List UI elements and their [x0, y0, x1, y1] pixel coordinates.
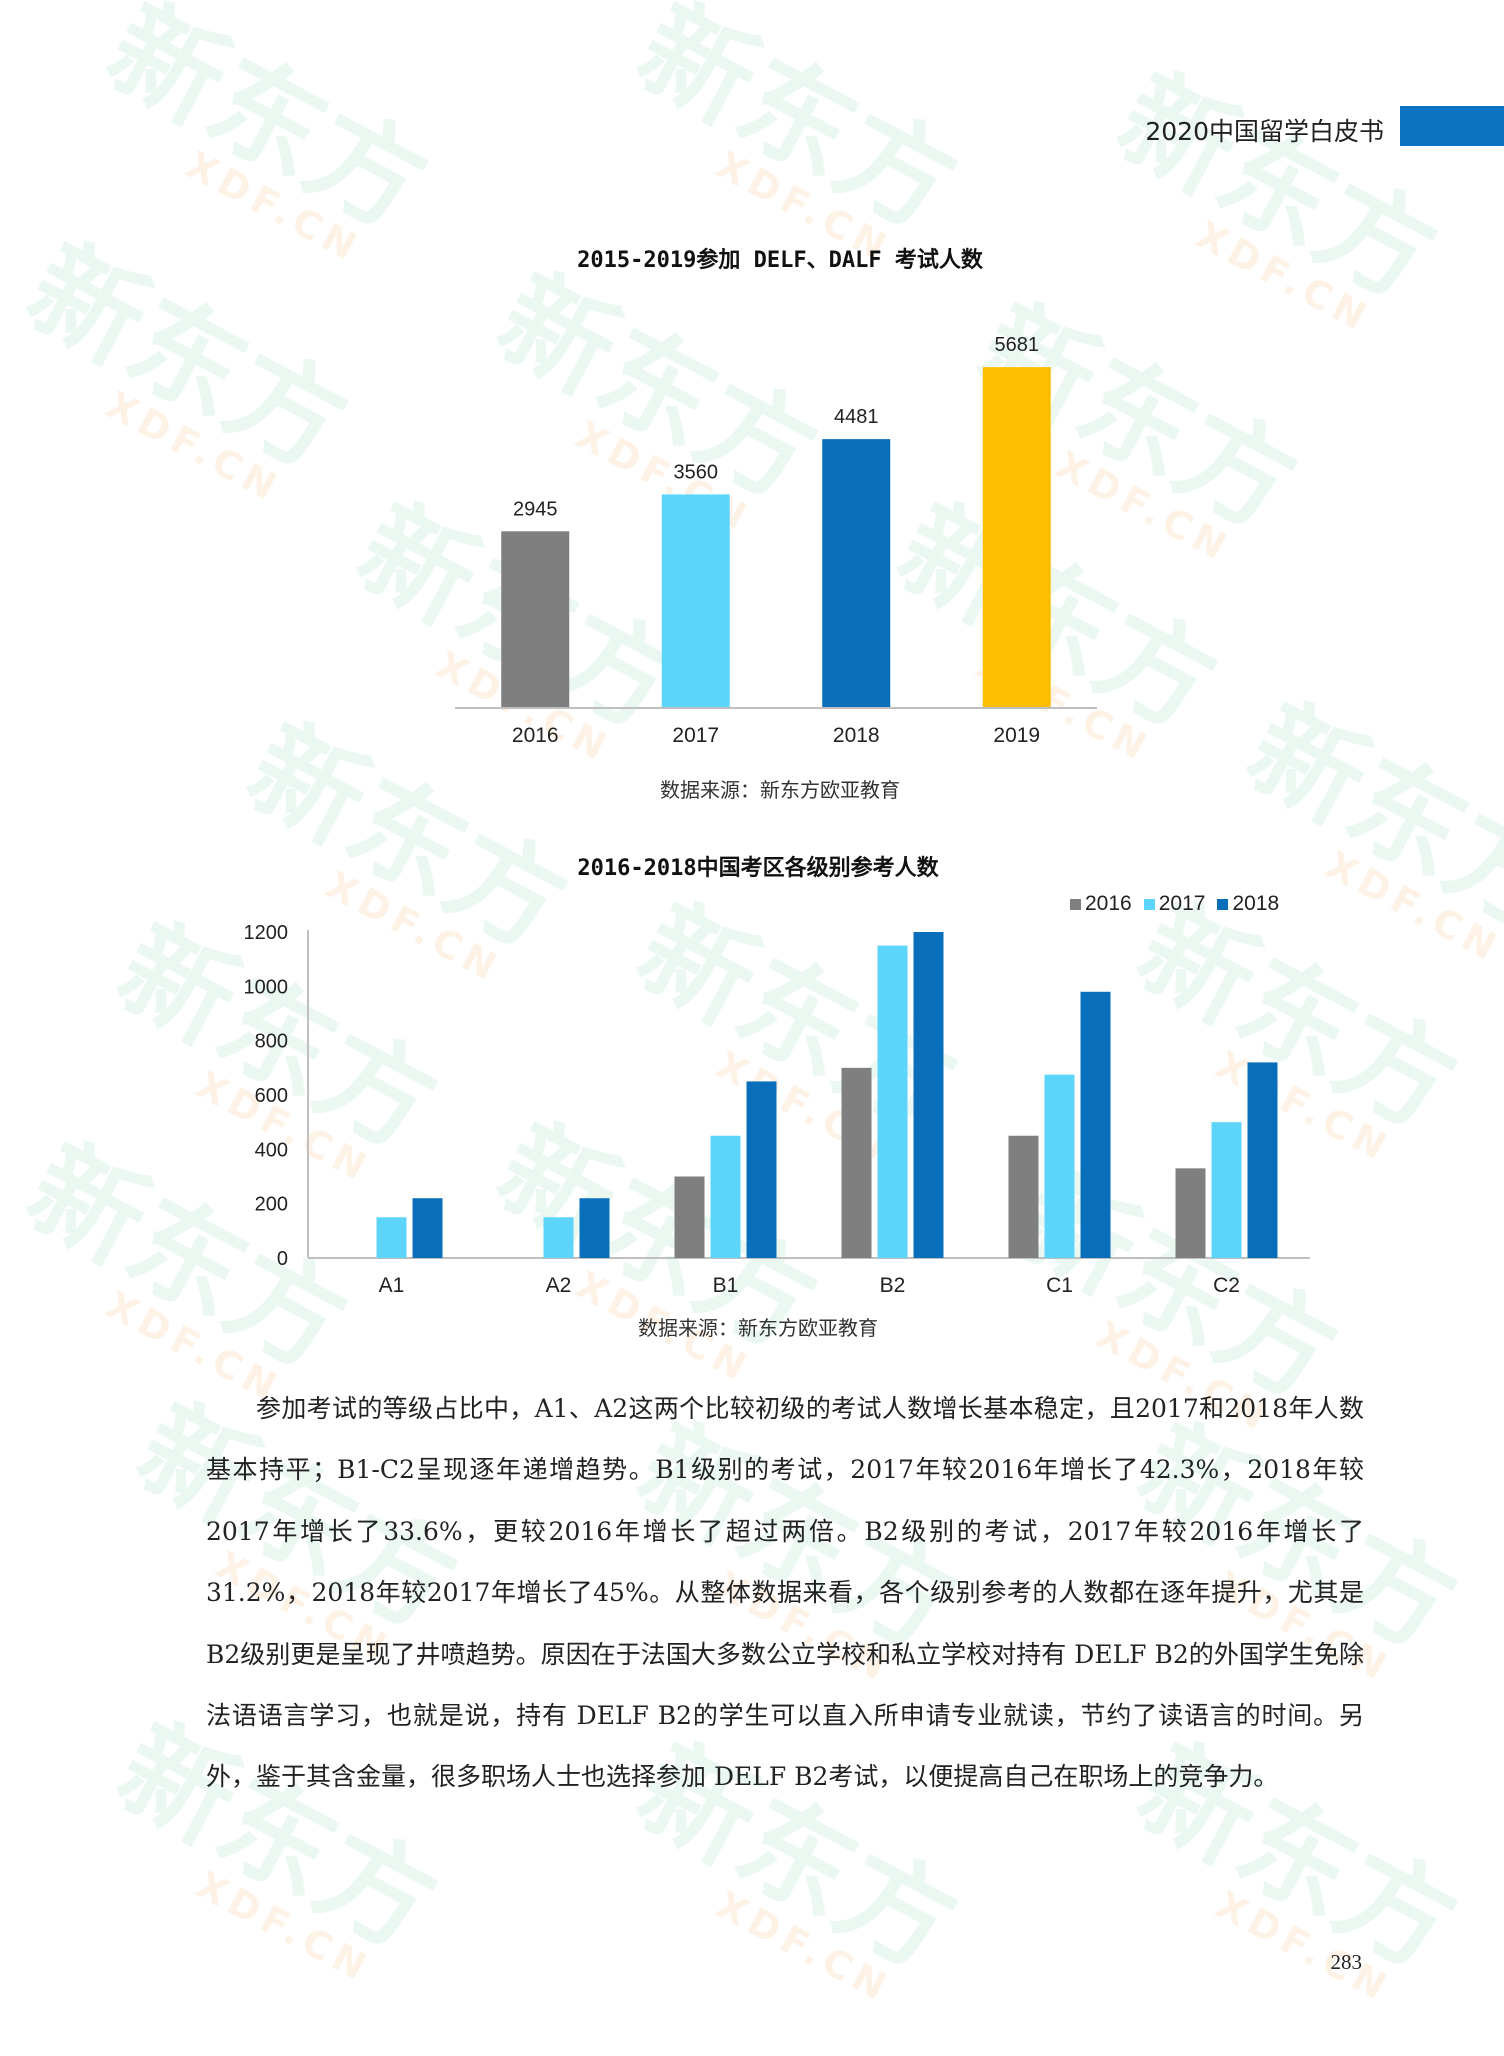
chart-source: 数据来源：新东方欧亚教育	[638, 1316, 878, 1340]
x-tick-label: A1	[379, 1274, 405, 1297]
chart-legend: 2016 2017 2018	[1070, 892, 1279, 916]
y-tick-label: 1200	[244, 922, 289, 944]
bar-B2-2017	[877, 945, 908, 1258]
y-tick-label: 1000	[244, 976, 289, 998]
legend-item: 2017	[1143, 892, 1206, 916]
x-tick-label: 2018	[833, 724, 880, 747]
legend-label: 2016	[1085, 892, 1132, 915]
x-tick-label: 2017	[672, 724, 719, 747]
bar-B2-2016	[841, 1067, 872, 1258]
legend-swatch	[1143, 898, 1155, 910]
y-tick-label: 200	[255, 1194, 288, 1216]
y-tick-label: 0	[277, 1248, 288, 1270]
bar-2018	[822, 439, 891, 708]
data-label: 4481	[834, 406, 879, 428]
chart-title: 2016-2018中国考区各级别参考人数	[577, 856, 939, 881]
legend-label: 2017	[1158, 892, 1206, 915]
x-tick-label: 2016	[512, 724, 559, 747]
data-label: 2945	[513, 498, 558, 520]
bar-C2-2016	[1175, 1168, 1206, 1258]
body-text: 参加考试的等级占比中，A1、A2这两个比较初级的考试人数增长基本稳定，且2017…	[206, 1378, 1364, 1808]
running-header-title: 2020中国留学白皮书	[1145, 117, 1384, 146]
bar-B1-2018	[746, 1081, 777, 1258]
chart-plot: 2945 2016 3560 2017 4481 2018 5681 2019	[455, 334, 1097, 747]
x-tick-label: C2	[1213, 1274, 1240, 1297]
legend-label: 2018	[1232, 892, 1280, 915]
bar-C1-2016	[1008, 1135, 1039, 1258]
bar-B1-2017	[710, 1135, 741, 1258]
bar-A2-2017	[543, 1217, 574, 1258]
bar-2016	[501, 531, 570, 708]
bar-2017	[661, 494, 730, 708]
legend-swatch	[1070, 898, 1081, 910]
y-tick-label: 800	[255, 1031, 288, 1053]
x-tick-label: A2	[546, 1274, 572, 1297]
bar-C2-2017	[1211, 1122, 1242, 1258]
bar-B1-2016	[674, 1176, 705, 1258]
legend-swatch	[1217, 898, 1229, 910]
bar-A1-2017	[376, 1217, 407, 1258]
data-label: 5681	[995, 334, 1040, 356]
y-tick-label: 400	[255, 1139, 288, 1161]
x-tick-label: C1	[1046, 1274, 1073, 1297]
chart-source: 数据来源：新东方欧亚教育	[660, 778, 900, 802]
bar-C1-2017	[1044, 1074, 1075, 1258]
bar-C2-2018	[1247, 1062, 1278, 1258]
chart-plot: 0 200 400 600 800 1000 1200 A1 A2 B1 B2 C1 C2	[244, 922, 1310, 1297]
bar-A1-2018	[412, 1198, 443, 1258]
bar-A2-2018	[579, 1198, 610, 1258]
data-label: 3560	[674, 461, 719, 483]
body-paragraph: 参加考试的等级占比中，A1、A2这两个比较初级的考试人数增长基本稳定，且2017…	[206, 1394, 1364, 1792]
bar-C1-2018	[1080, 991, 1111, 1258]
x-tick-label: B2	[880, 1274, 906, 1297]
bar-2019	[982, 367, 1051, 708]
x-tick-label: 2019	[993, 724, 1040, 747]
chart-levels-by-year: 2016-2018中国考区各级别参考人数 2016 2017 2018 0 200 40…	[218, 846, 1338, 1346]
y-tick-label: 600	[255, 1085, 288, 1107]
legend-item: 2016	[1070, 892, 1132, 916]
x-tick-label: B1	[713, 1274, 739, 1297]
legend-item: 2018	[1217, 892, 1279, 916]
chart-title: 2015-2019参加 DELF、DALF 考试人数	[577, 248, 983, 273]
page-number: 283	[1330, 1950, 1363, 1974]
bar-B2-2018	[913, 932, 944, 1258]
header-accent-bar	[1400, 106, 1504, 146]
chart-delf-dalf-totals: 2015-2019参加 DELF、DALF 考试人数 2945 2016 3560 2…	[420, 238, 1140, 808]
